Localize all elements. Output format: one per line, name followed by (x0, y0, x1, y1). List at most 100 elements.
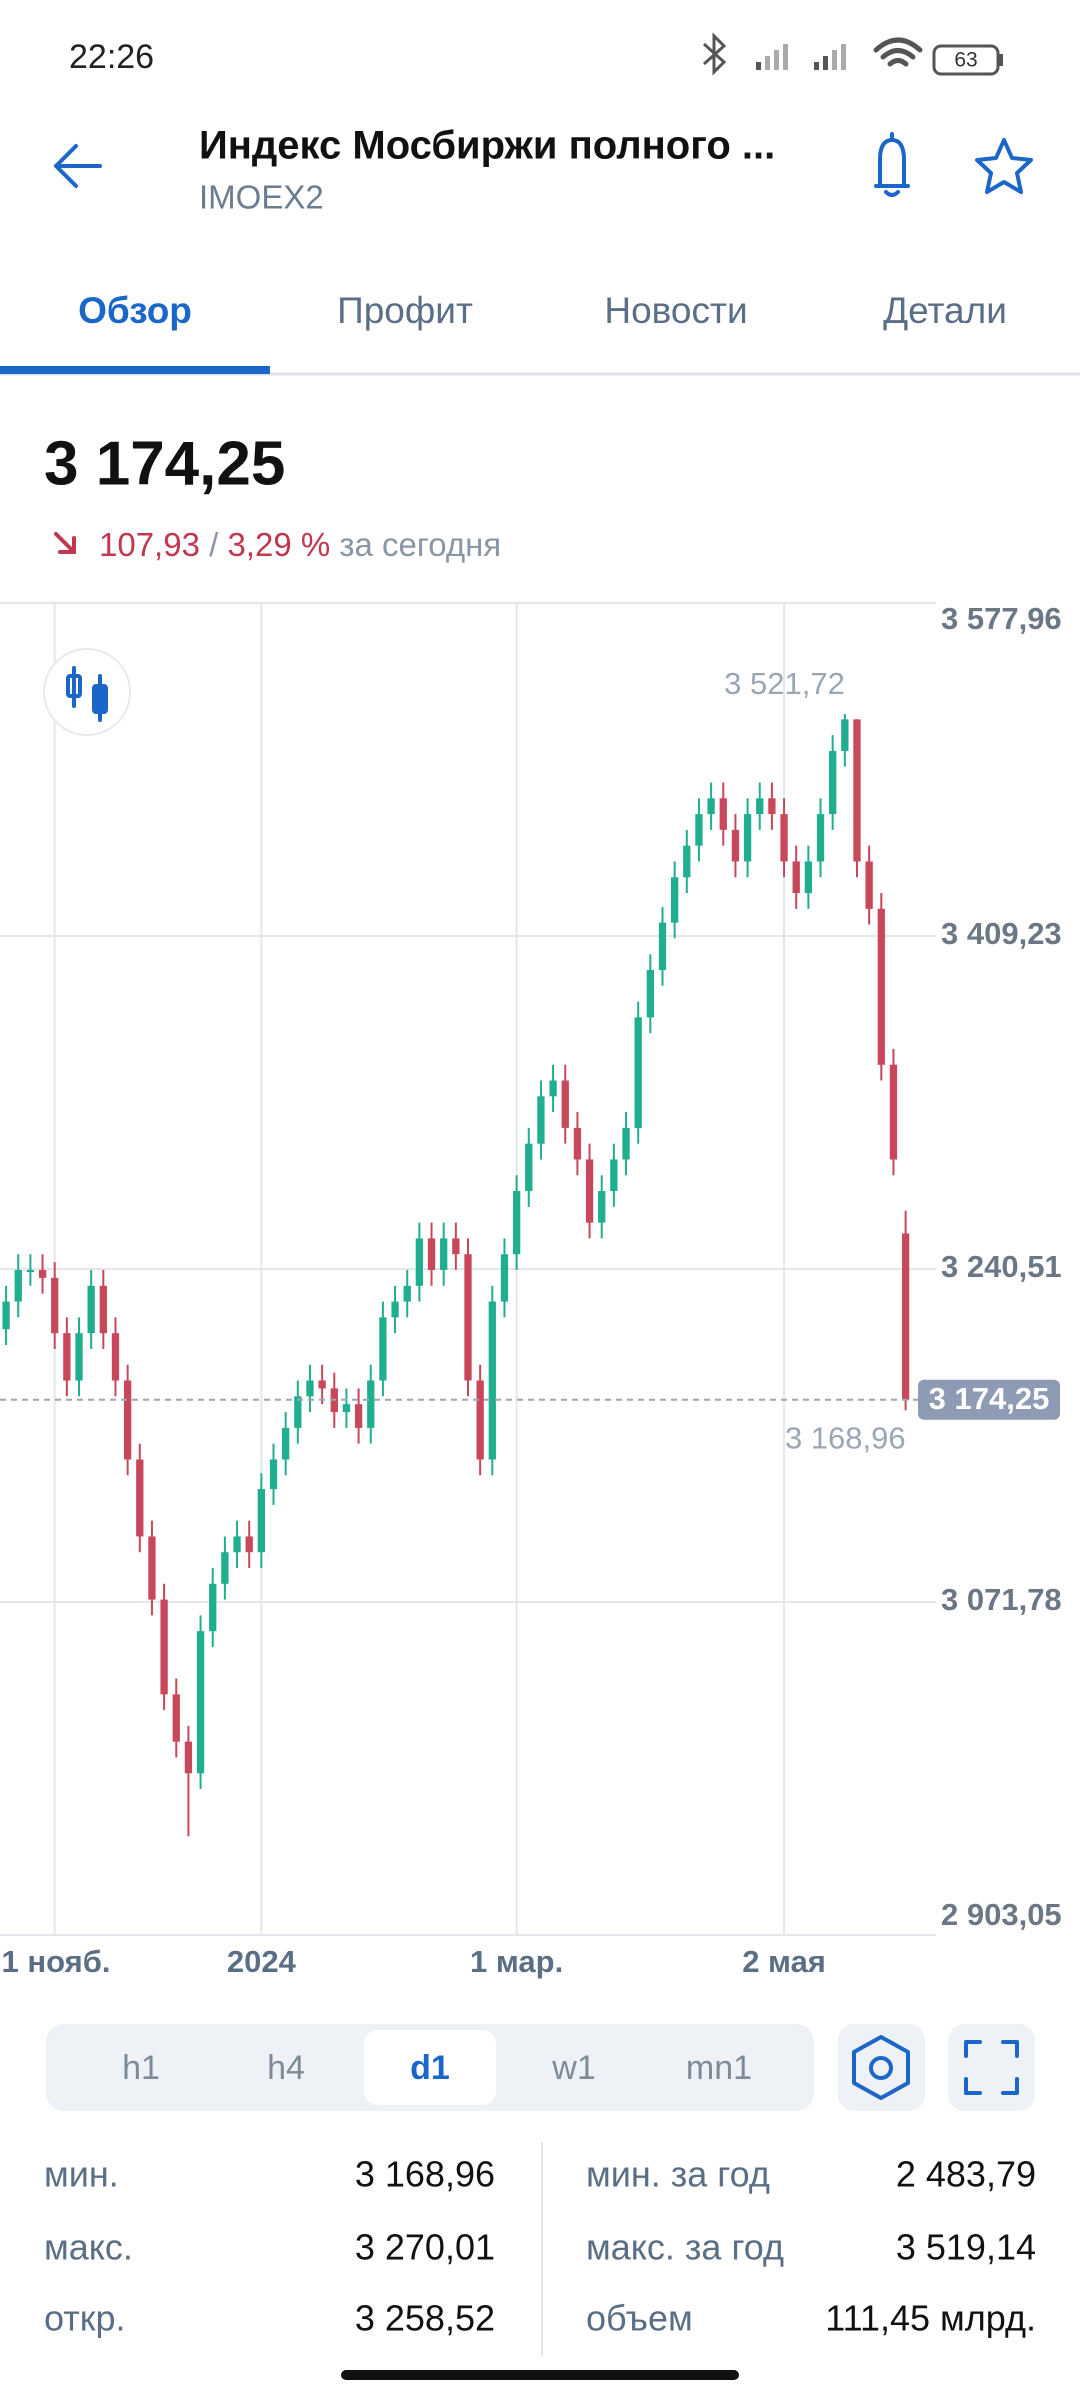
stat-label: мин. (44, 2154, 119, 2195)
candle-body (525, 1143, 533, 1192)
timeframe-option[interactable]: w1 (551, 2049, 595, 2087)
candle-body (2, 1301, 10, 1330)
candle-body (172, 1694, 180, 1742)
candle-body (184, 1741, 193, 1774)
timeframe-group: h1 h4 d1 w1 mn1 (122, 2030, 752, 2105)
stat-value: 2 483,79 (896, 2154, 1036, 2195)
x-tick-label: 1 мар. (470, 1944, 563, 1979)
candle-body (427, 1238, 436, 1270)
candle-body (901, 1233, 910, 1400)
candle-body (415, 1238, 424, 1286)
candle-body (585, 1159, 594, 1223)
candle-body (512, 1191, 521, 1255)
chart-type-button[interactable] (43, 648, 131, 736)
candle-body (634, 1017, 642, 1128)
candle-body (51, 1277, 59, 1334)
home-indicator (341, 2370, 739, 2380)
candle-body (148, 1536, 156, 1600)
stats-table: мин. 3 168,96 мин. за год 2 483,79 макс. 3 27… (44, 2154, 1036, 2339)
candle-body (537, 1096, 545, 1144)
candle-body (622, 1127, 630, 1160)
candle-body (476, 1380, 484, 1460)
x-tick-label: 2 мая (742, 1944, 826, 1979)
y-tick-label: 2 903,05 (941, 1897, 1062, 1932)
settings-button[interactable] (838, 2024, 925, 2111)
candle-body (719, 798, 727, 830)
candle-body (646, 970, 654, 1018)
price-annotation: 3 168,96 (785, 1420, 906, 1455)
candle-body (391, 1301, 399, 1318)
timeframe-option[interactable]: mn1 (686, 2049, 752, 2087)
tab[interactable]: Профит (337, 290, 473, 331)
candle-body (464, 1254, 472, 1381)
candle-body (160, 1599, 168, 1695)
candle-body (889, 1064, 898, 1160)
status-time: 22:26 (69, 38, 154, 76)
candle-body (853, 719, 861, 862)
candle-body (658, 922, 667, 971)
fullscreen-button[interactable] (948, 2024, 1035, 2111)
change-period: за сегодня (339, 526, 501, 563)
stat-label: макс. (44, 2227, 133, 2268)
tab-bar: Обзор Профит Новости Детали (78, 290, 1007, 331)
candle-body (610, 1159, 618, 1192)
candle-body (136, 1459, 144, 1537)
x-tick-label: 2024 (227, 1944, 297, 1979)
instrument-ticker: IMOEX2 (199, 179, 324, 216)
tab[interactable]: Детали (883, 290, 1007, 331)
candle-body (731, 829, 740, 862)
candle-body (695, 814, 703, 846)
candle-body (99, 1285, 107, 1334)
change-arrow (54, 532, 76, 554)
change-value: 107,93 (99, 526, 200, 563)
candle-body (804, 861, 813, 894)
candle-body (488, 1301, 496, 1460)
candle-body (306, 1380, 314, 1397)
candle-body (452, 1238, 460, 1255)
candle-body (294, 1396, 302, 1428)
stat-value: 3 168,96 (355, 2154, 495, 2195)
y-tick-label: 3 240,51 (941, 1249, 1062, 1284)
stat-value: 111,45 млрд. (825, 2298, 1036, 2339)
candle-body (342, 1404, 351, 1413)
candle-body (123, 1380, 132, 1460)
y-tick-label: 3 577,96 (941, 601, 1062, 636)
status-icons (702, 32, 1003, 76)
y-tick-label: 3 071,78 (941, 1582, 1062, 1617)
candle-body (877, 908, 885, 1065)
timeframe-option[interactable]: h1 (122, 2049, 160, 2087)
candle-body (75, 1333, 83, 1381)
chart-type-circle[interactable] (43, 648, 131, 736)
tab[interactable]: Обзор (78, 290, 192, 331)
candle-body (379, 1317, 387, 1381)
candle-body (269, 1459, 278, 1490)
timeframe-option[interactable]: d1 (410, 2049, 450, 2087)
back-button[interactable] (54, 144, 102, 188)
stat-label: откр. (44, 2298, 126, 2339)
tab-indicator (0, 366, 270, 374)
candle-body (63, 1333, 71, 1381)
candle-body (221, 1552, 229, 1584)
candle-body (683, 845, 691, 878)
candle-body (792, 861, 800, 894)
candle-body (403, 1285, 411, 1302)
candlestick-chart: 3 577,96 3 409,23 3 240,51 3 071,78 2 903,05… (0, 601, 1062, 1979)
candle-body (865, 861, 873, 909)
stat-value: 3 519,14 (896, 2227, 1036, 2268)
instrument-title: Индекс Мосбиржи полного ... (199, 124, 775, 168)
current-price-box (918, 1379, 1060, 1420)
tab[interactable]: Новости (604, 290, 747, 331)
candle-body (561, 1080, 569, 1128)
candle-body (671, 877, 679, 923)
x-tick-label: 1 нояб. (2, 1944, 111, 1979)
price-change: 107,93 / 3,29 % за сегодня (99, 526, 501, 563)
candle-body (549, 1080, 557, 1097)
timeframe-option[interactable]: h4 (267, 2049, 305, 2087)
price-annotation: 3 521,72 (724, 666, 845, 701)
alert-button[interactable] (874, 132, 910, 197)
stat-label: объем (586, 2298, 693, 2339)
favorite-button[interactable] (975, 138, 1033, 194)
candle-body (245, 1536, 253, 1553)
candle-body (26, 1269, 35, 1272)
